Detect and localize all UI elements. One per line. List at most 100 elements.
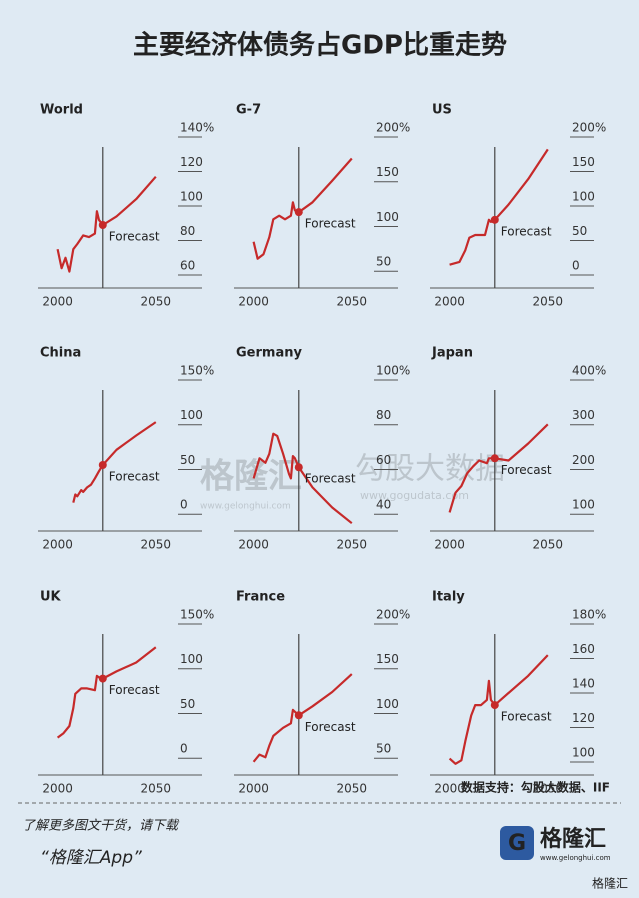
logo-icon [500,826,534,860]
y-tick-label: 200% [376,121,410,135]
y-tick-label: 150 [572,155,595,169]
panel-title: UK [40,590,62,605]
panel-title: China [40,346,81,361]
x-tick-label: 2000 [238,782,269,796]
y-tick-label: 100 [376,210,399,224]
y-tick-label: 0 [180,742,188,756]
x-tick-label: 2000 [434,538,465,552]
page-title: 主要经济体债务占GDP比重走势 [133,30,507,61]
y-tick-label: 50 [376,742,391,756]
y-tick-label: 150% [180,608,214,622]
annotation: Forecast [305,217,356,231]
footer-app: “格隆汇App” [40,848,142,868]
x-tick-label: 2000 [434,295,465,309]
panel-title: Japan [431,346,473,361]
y-tick-label: 80 [180,224,195,238]
y-tick-label: 60 [376,453,391,467]
footer-text: 了解更多图文干货，请下载 [22,818,180,834]
panel-title: France [236,590,285,605]
line-series [252,673,353,763]
annotation: Forecast [501,463,552,477]
badge: 格隆汇 [592,876,628,891]
x-tick-label: 2000 [42,538,73,552]
forecast-point [490,454,499,463]
y-tick-label: 100 [180,408,203,422]
y-tick-label: 200% [376,608,410,622]
y-tick-label: 40 [376,498,391,512]
x-tick-label: 2050 [533,782,564,796]
forecast-point [294,463,303,472]
y-tick-label: 140% [180,121,214,135]
y-tick-label: 120 [572,711,595,725]
y-tick-label: 80 [376,408,391,422]
watermark-url: www.gelonghui.com [200,502,291,512]
y-tick-label: 100 [180,190,203,204]
y-tick-label: 50 [180,697,195,711]
y-tick-label: 50 [180,453,195,467]
annotation: Forecast [305,720,356,734]
line-series [56,646,157,739]
line-series [72,421,157,503]
x-tick-label: 2050 [533,538,564,552]
y-tick-label: 160 [572,642,595,656]
y-tick-label: 150 [376,165,399,179]
forecast-point [294,711,303,720]
x-tick-label: 2050 [141,538,172,552]
y-tick-label: 100% [376,364,410,378]
line-series [56,175,157,273]
logo-url: www.gelonghui.com [540,854,611,862]
y-tick-label: 100 [376,697,399,711]
y-tick-label: 150% [180,364,214,378]
y-tick-label: 50 [572,224,587,238]
line-series [448,423,549,513]
line-series [448,654,549,765]
line-series [252,432,353,525]
x-tick-label: 2000 [42,295,73,309]
panel-title: World [40,103,83,118]
watermark-url: www.gogudata.com [360,489,469,502]
panel-title: Italy [432,590,465,605]
source: 数据支持：勾股大数据、IIF [461,780,610,795]
y-tick-label: 100 [572,746,595,760]
y-tick-label: 100 [572,190,595,204]
forecast-point [490,701,499,710]
y-tick-label: 0 [180,498,188,512]
y-tick-label: 120 [180,155,203,169]
annotation: Forecast [305,472,356,486]
x-tick-label: 2000 [434,782,465,796]
y-tick-label: 100 [572,498,595,512]
y-tick-label: 0 [572,259,580,273]
forecast-point [98,221,107,230]
x-tick-label: 2050 [533,295,564,309]
panel-title: US [432,103,452,118]
y-tick-label: 100 [180,652,203,666]
y-tick-label: 150 [376,652,399,666]
x-tick-label: 2050 [141,782,172,796]
logo-glyph: G [508,831,526,856]
y-tick-label: 200% [572,121,606,135]
x-tick-label: 2050 [337,295,368,309]
y-tick-label: 180% [572,608,606,622]
line-series [252,157,353,260]
y-tick-label: 200 [572,453,595,467]
forecast-point [490,215,499,224]
y-tick-label: 140 [572,677,595,691]
x-tick-label: 2000 [238,538,269,552]
annotation: Forecast [501,224,552,238]
forecast-point [294,208,303,217]
annotation: Forecast [109,230,160,244]
y-tick-label: 50 [376,255,391,269]
panel-title: G-7 [236,103,261,118]
line-series [449,148,549,266]
y-tick-label: 60 [180,259,195,273]
y-tick-label: 300 [572,408,595,422]
x-tick-label: 2050 [141,295,172,309]
logo-text: 格隆汇 [540,826,606,852]
annotation: Forecast [109,683,160,697]
x-tick-label: 2000 [238,295,269,309]
panel-title: Germany [236,346,302,361]
y-tick-label: 400% [572,364,606,378]
